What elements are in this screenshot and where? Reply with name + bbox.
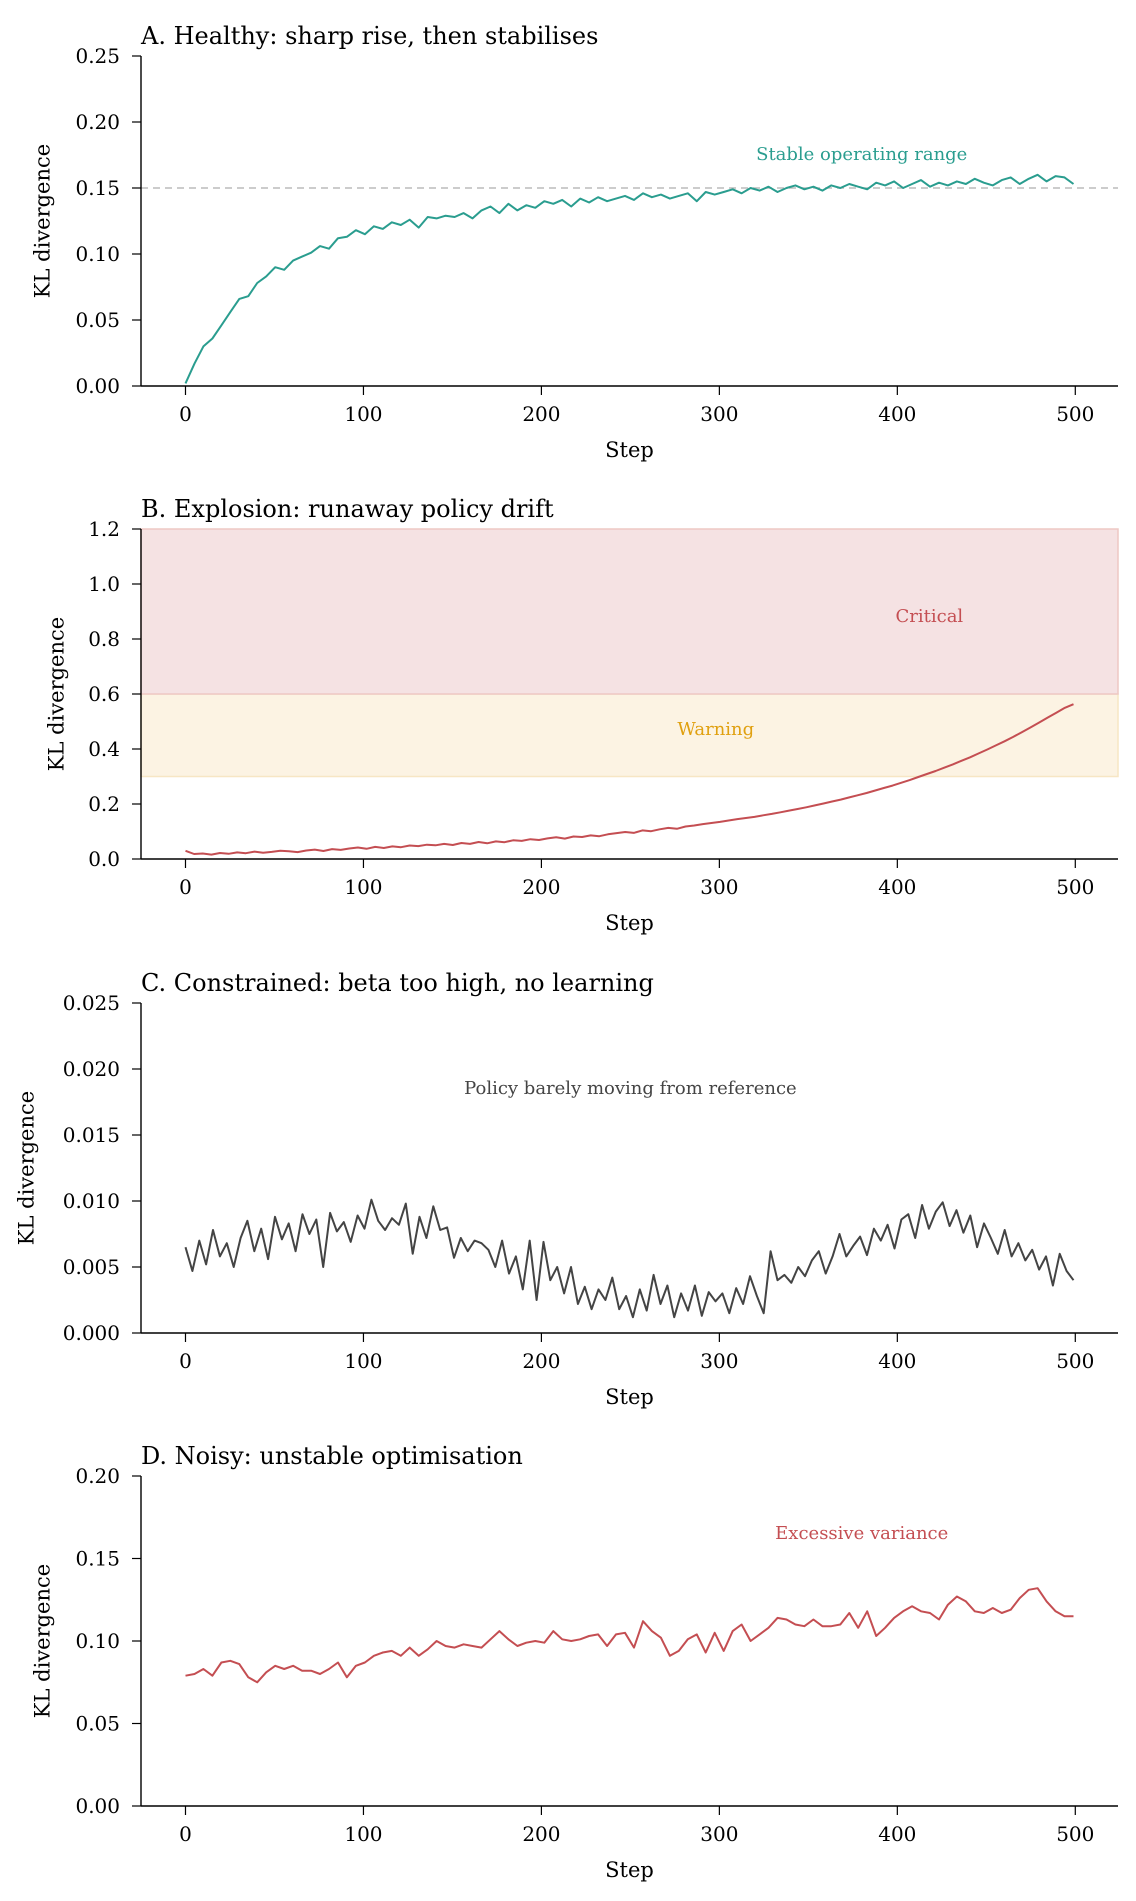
panel-title: A. Healthy: sharp rise, then stabilises: [140, 22, 598, 50]
y-tick-label: 0.15: [75, 176, 120, 200]
y-tick-label: 0.00: [75, 374, 120, 398]
x-tick-label: 400: [878, 1349, 916, 1373]
y-tick-label: 0.025: [63, 991, 120, 1015]
x-tick-label: 0: [179, 1822, 192, 1846]
panel-title: B. Explosion: runaway policy drift: [141, 495, 554, 523]
y-tick-label: 0.00: [75, 1794, 120, 1818]
annotation-warning: Warning: [677, 719, 754, 740]
x-tick-label: 500: [1056, 402, 1094, 426]
y-tick-label: 0.4: [88, 737, 120, 761]
band-critical: [140, 528, 1119, 695]
x-tick-label: 0: [179, 1349, 192, 1373]
y-tick-label: 0.2: [88, 792, 120, 816]
y-tick-label: 0.010: [63, 1189, 120, 1213]
x-tick-label: 200: [522, 875, 560, 899]
y-tick-label: 0.10: [75, 242, 120, 266]
y-tick-label: 1.0: [88, 572, 120, 596]
y-tick-label: 0.10: [75, 1629, 120, 1653]
series-line: [185, 1587, 1074, 1684]
annotation-stable: Stable operating range: [756, 144, 967, 165]
x-tick-label: 100: [344, 875, 382, 899]
x-axis-label: Step: [605, 1858, 654, 1882]
x-tick-label: 200: [522, 1822, 560, 1846]
x-tick-label: 300: [700, 402, 738, 426]
x-tick-label: 400: [878, 402, 916, 426]
panel-b: 0.0 0.2 0.4 0.6 0.8 1.0 1.2 0 100 200 300 400 500 Ste…: [45, 495, 1119, 935]
y-tick-label: 0.005: [63, 1255, 120, 1279]
y-tick-label: 1.2: [88, 517, 120, 541]
y-axis-label: KL divergence: [45, 617, 69, 771]
panel-d: 0.00 0.05 0.10 0.15 0.20 0 100 200 300 400 500 Step…: [31, 1442, 1118, 1882]
x-tick-label: 400: [878, 1822, 916, 1846]
panel-c: 0.000 0.005 0.010 0.015 0.020 0.025 0 100 200 300…: [15, 969, 1118, 1409]
y-axis-label: KL divergence: [15, 1091, 39, 1245]
band-warning: [140, 693, 1119, 778]
annotation-excessive: Excessive variance: [775, 1523, 948, 1544]
panel-a: 0.00 0.05 0.10 0.15 0.20 0.25 0 100 200 300 400 500…: [31, 22, 1118, 462]
x-axis-label: Step: [605, 911, 654, 935]
panel-title: D. Noisy: unstable optimisation: [141, 1442, 523, 1470]
series-line: [184, 173, 1075, 384]
x-tick-label: 400: [878, 875, 916, 899]
annotation-policy: Policy barely moving from reference: [464, 1078, 797, 1099]
x-tick-label: 500: [1056, 1822, 1094, 1846]
x-tick-label: 100: [344, 402, 382, 426]
y-tick-label: 0.05: [75, 308, 120, 332]
x-tick-label: 100: [344, 1822, 382, 1846]
y-tick-label: 0.15: [75, 1547, 120, 1571]
x-axis-label: Step: [605, 1385, 654, 1409]
x-tick-label: 500: [1056, 1349, 1094, 1373]
y-tick-label: 0.20: [75, 110, 120, 134]
y-tick-label: 0.015: [63, 1123, 120, 1147]
x-tick-label: 200: [522, 1349, 560, 1373]
panel-title: C. Constrained: beta too high, no learni…: [141, 969, 654, 997]
x-tick-label: 200: [522, 402, 560, 426]
x-tick-label: 0: [179, 875, 192, 899]
series-line: [185, 703, 1074, 856]
x-axis-label: Step: [605, 438, 654, 462]
x-tick-label: 500: [1056, 875, 1094, 899]
y-tick-label: 0.8: [88, 627, 120, 651]
y-axis-label: KL divergence: [31, 1564, 55, 1718]
y-tick-label: 0.6: [88, 682, 120, 706]
y-tick-label: 0.020: [63, 1057, 120, 1081]
y-axis-label: KL divergence: [31, 144, 55, 298]
x-tick-label: 300: [700, 1822, 738, 1846]
y-tick-label: 0.0: [88, 847, 120, 871]
y-tick-label: 0.000: [63, 1321, 120, 1345]
x-tick-label: 0: [179, 402, 192, 426]
y-tick-label: 0.20: [75, 1464, 120, 1488]
x-tick-label: 100: [344, 1349, 382, 1373]
series-line: [184, 1198, 1075, 1319]
x-tick-label: 300: [700, 1349, 738, 1373]
annotation-critical: Critical: [896, 606, 964, 627]
y-tick-label: 0.05: [75, 1712, 120, 1736]
x-tick-label: 300: [700, 875, 738, 899]
y-tick-label: 0.25: [75, 44, 120, 68]
